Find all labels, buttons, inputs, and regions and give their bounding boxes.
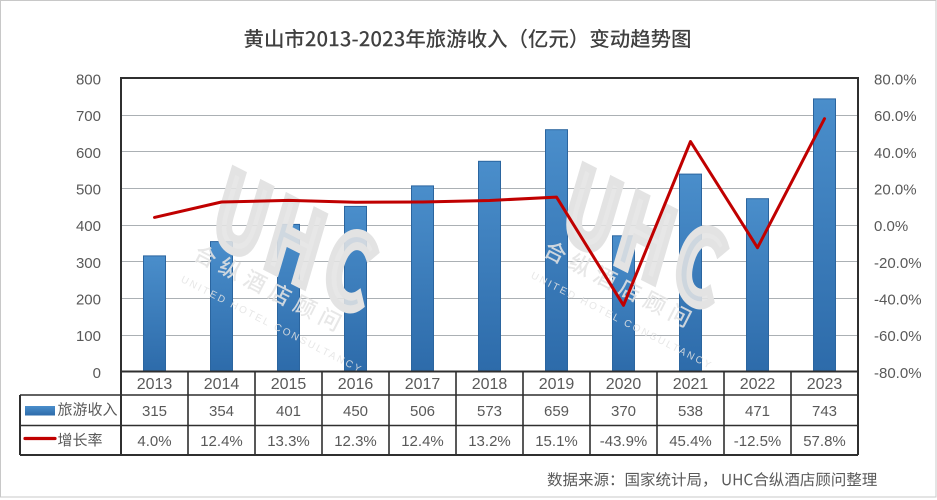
svg-text:13.2%: 13.2%	[468, 433, 511, 450]
svg-text:15.1%: 15.1%	[535, 433, 578, 450]
svg-text:0.0%: 0.0%	[874, 218, 908, 235]
svg-text:400: 400	[76, 218, 101, 235]
svg-text:2014: 2014	[204, 376, 240, 393]
svg-text:2018: 2018	[472, 376, 508, 393]
svg-text:700: 700	[76, 108, 101, 125]
svg-text:600: 600	[76, 145, 101, 162]
svg-text:2019: 2019	[539, 376, 575, 393]
svg-text:573: 573	[477, 403, 502, 420]
svg-text:401: 401	[276, 403, 301, 420]
svg-text:2021: 2021	[673, 376, 709, 393]
svg-text:-20.0%: -20.0%	[874, 255, 922, 272]
svg-text:300: 300	[76, 255, 101, 272]
svg-text:-40.0%: -40.0%	[874, 292, 922, 309]
svg-text:12.4%: 12.4%	[200, 433, 243, 450]
svg-text:659: 659	[544, 403, 569, 420]
svg-text:2023: 2023	[807, 376, 843, 393]
svg-text:354: 354	[209, 403, 234, 420]
svg-text:2016: 2016	[338, 376, 374, 393]
svg-text:315: 315	[142, 403, 167, 420]
svg-text:100: 100	[76, 328, 101, 345]
svg-text:0: 0	[93, 365, 101, 382]
svg-text:40.0%: 40.0%	[874, 145, 917, 162]
svg-text:45.4%: 45.4%	[669, 433, 712, 450]
svg-text:-60.0%: -60.0%	[874, 328, 922, 345]
svg-text:2015: 2015	[271, 376, 307, 393]
svg-text:13.3%: 13.3%	[267, 433, 310, 450]
svg-text:743: 743	[812, 403, 837, 420]
svg-text:4.0%: 4.0%	[137, 433, 171, 450]
svg-text:57.8%: 57.8%	[803, 433, 846, 450]
svg-text:2017: 2017	[405, 376, 441, 393]
svg-text:-80.0%: -80.0%	[874, 365, 922, 382]
svg-text:12.3%: 12.3%	[334, 433, 377, 450]
svg-text:370: 370	[611, 403, 636, 420]
svg-text:538: 538	[678, 403, 703, 420]
svg-text:450: 450	[343, 403, 368, 420]
svg-text:506: 506	[410, 403, 435, 420]
svg-text:471: 471	[745, 403, 770, 420]
svg-text:500: 500	[76, 182, 101, 199]
svg-text:200: 200	[76, 292, 101, 309]
svg-text:20.0%: 20.0%	[874, 182, 917, 199]
svg-text:-43.9%: -43.9%	[600, 433, 648, 450]
svg-text:800: 800	[76, 71, 101, 88]
svg-text:-12.5%: -12.5%	[734, 433, 782, 450]
svg-text:12.4%: 12.4%	[401, 433, 444, 450]
svg-text:2020: 2020	[606, 376, 642, 393]
svg-text:2022: 2022	[740, 376, 776, 393]
svg-text:80.0%: 80.0%	[874, 71, 917, 88]
svg-text:60.0%: 60.0%	[874, 108, 917, 125]
svg-text:2013: 2013	[137, 376, 173, 393]
